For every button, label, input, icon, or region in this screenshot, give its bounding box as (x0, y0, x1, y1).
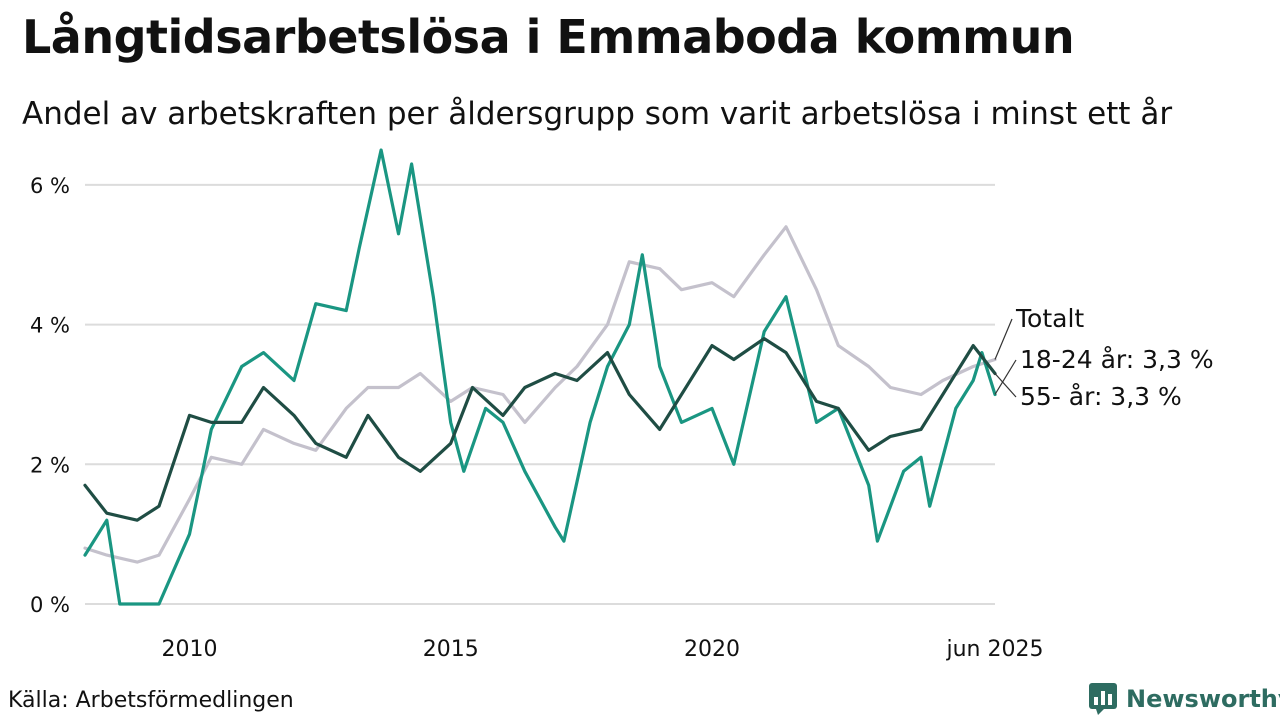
gridlines (85, 183, 995, 605)
end-labels: Totalt 18-24 år: 3,3 % 55- år: 3,3 % (994, 304, 1214, 411)
label-leader-line (994, 359, 1017, 395)
y-axis-tick-labels: 0 % 2 % 4 % 6 % (30, 174, 70, 617)
source-note: Källa: Arbetsförmedlingen (8, 688, 294, 713)
x-tick-label: 2010 (161, 637, 217, 662)
y-tick-label: 6 % (30, 174, 70, 198)
y-tick-label: 2 % (30, 453, 70, 477)
chart-subtitle: Andel av arbetskraften per åldersgrupp s… (22, 96, 1173, 132)
line-chart: 0 % 2 % 4 % 6 % 2010 2015 2020 jun 2025 Totalt… (30, 148, 1214, 662)
series-end-label: Totalt (1015, 304, 1084, 333)
y-tick-label: 0 % (30, 593, 70, 617)
brand-name: Newsworthy (1126, 685, 1280, 713)
brand-logo: Newsworthy (1088, 682, 1280, 716)
bar-chart-logo-icon (1089, 683, 1117, 715)
series-line-18-24-r (83, 148, 997, 606)
chart-title: Långtidsarbetslösa i Emmaboda kommun (22, 10, 1075, 64)
x-tick-label: jun 2025 (946, 637, 1044, 662)
x-tick-label: 2015 (423, 637, 479, 662)
series-end-label: 55- år: 3,3 % (1020, 382, 1182, 411)
series-lines (83, 148, 997, 606)
label-leader-line (994, 373, 1017, 398)
x-tick-label: 2020 (684, 637, 740, 662)
series-line-totalt (83, 225, 997, 564)
series-end-label: 18-24 år: 3,3 % (1020, 345, 1214, 374)
x-axis-tick-labels: 2010 2015 2020 jun 2025 (161, 637, 1043, 662)
series-line-55-r (83, 337, 997, 522)
label-leader-line (994, 318, 1013, 360)
y-tick-label: 4 % (30, 314, 70, 338)
